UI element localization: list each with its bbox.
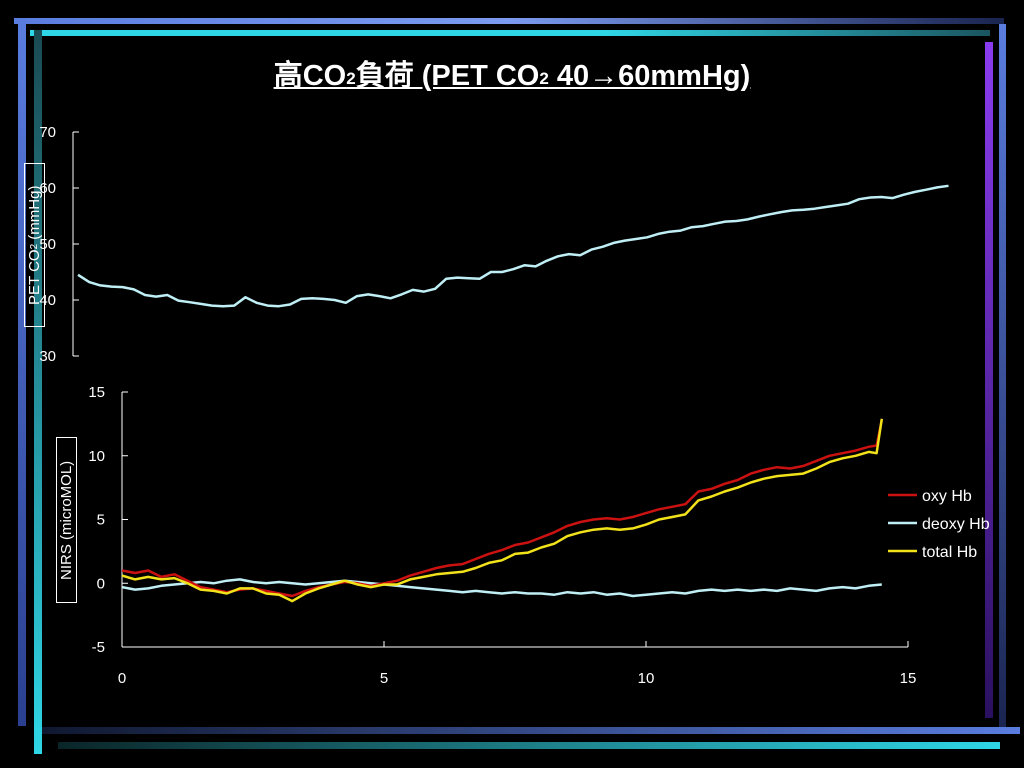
bottom-x-tick-label: 5 xyxy=(380,670,388,687)
title-subscript: 2 xyxy=(346,69,356,88)
frame-top-bar-cyan xyxy=(30,30,990,36)
frame-bottom-bar-blue xyxy=(42,727,1020,734)
title-subscript-2: 2 xyxy=(539,69,549,88)
frame-top-bar-blue xyxy=(14,18,1004,24)
top-y-tick-label: 50 xyxy=(39,236,56,253)
legend-label: oxy Hb xyxy=(922,488,972,505)
bottom-chart-nirs: -5 0 5 10 15 0 5 10 15 xyxy=(88,384,916,687)
title-mid: 負荷 (PET CO xyxy=(355,60,540,92)
frame-left-bar-cyan xyxy=(34,30,42,754)
title-prefix: 高CO xyxy=(273,60,347,92)
deoxy-hb-series-line xyxy=(121,578,882,598)
frame-bottom-bar-cyan xyxy=(58,742,1000,749)
oxy-hb-series-line xyxy=(121,419,884,598)
top-y-tick-label: 40 xyxy=(39,292,56,309)
chart-legend: oxy Hb deoxy Hb total Hb xyxy=(888,488,990,561)
frame-right-bar-purple xyxy=(985,42,993,718)
bottom-y-tick-label: 5 xyxy=(97,512,105,529)
top-chart-petco2: 30 40 50 60 70 xyxy=(39,124,949,365)
top-y-tick-label: 30 xyxy=(39,348,56,365)
frame-left-bar-blue xyxy=(18,18,26,726)
legend-label: deoxy Hb xyxy=(922,516,990,533)
bottom-x-tick-label: 15 xyxy=(900,670,917,687)
frame-right-bar-blue xyxy=(999,24,1006,734)
title-suffix: 40→60mmHg) xyxy=(548,60,751,92)
bottom-y-tick-label: 15 xyxy=(88,384,105,401)
petco2-series-line xyxy=(77,184,949,308)
top-y-tick-label: 70 xyxy=(39,124,56,141)
bottom-y-tick-label: 0 xyxy=(97,575,105,592)
bottom-x-tick-label: 10 xyxy=(638,670,655,687)
bottom-y-tick-label: 10 xyxy=(88,448,105,465)
slide-title: 高CO2負荷 (PET CO2 40→60mmHg) xyxy=(0,52,1024,94)
total-hb-series-line xyxy=(121,418,884,603)
legend-label: total Hb xyxy=(922,544,977,561)
top-y-tick-label: 60 xyxy=(39,180,56,197)
bottom-x-tick-label: 0 xyxy=(118,670,126,687)
bottom-y-tick-label: -5 xyxy=(92,639,105,656)
